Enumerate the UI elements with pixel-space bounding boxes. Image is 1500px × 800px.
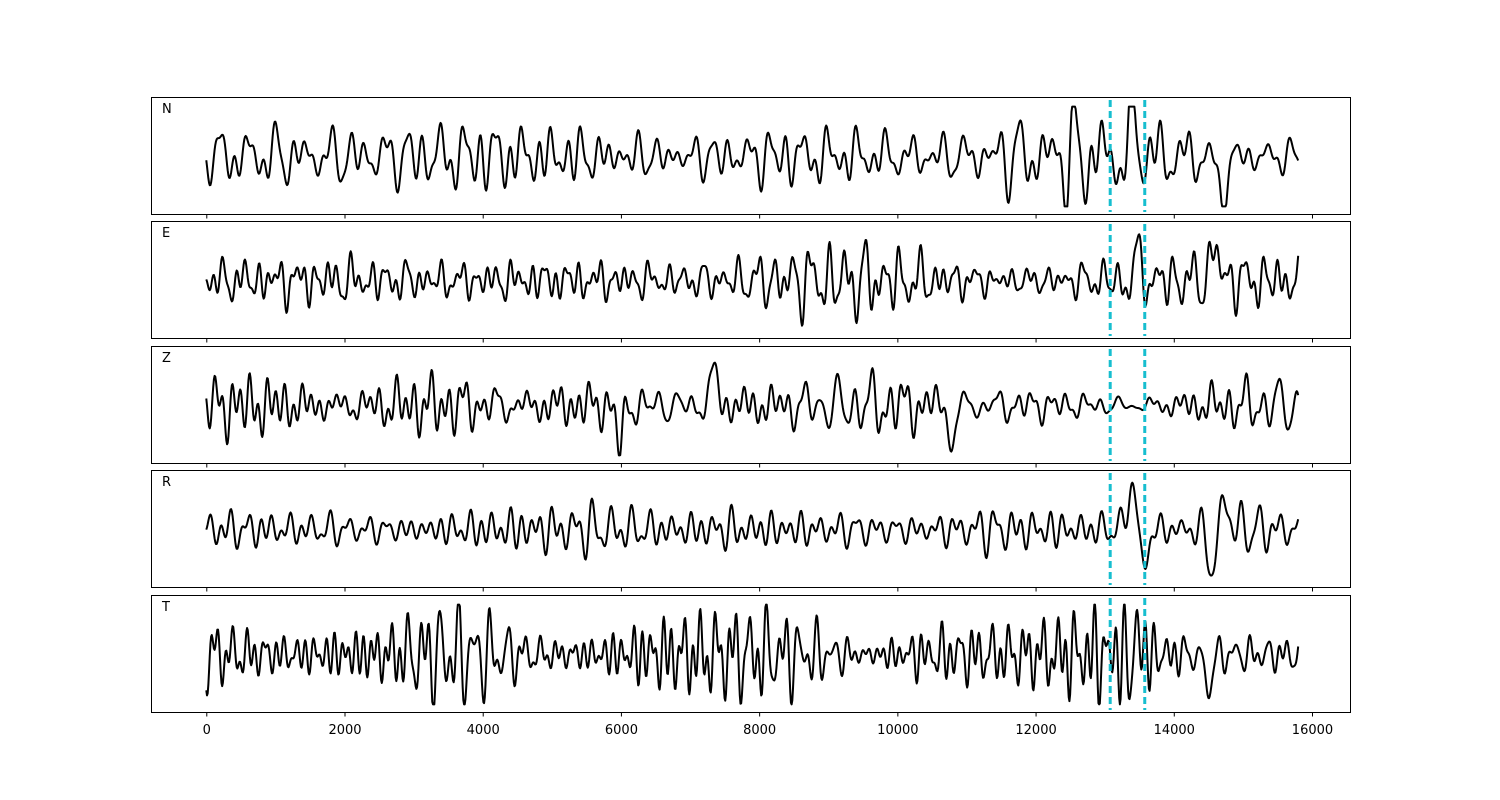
x-tick-label: 8000 bbox=[743, 723, 776, 738]
waveform-trace bbox=[205, 233, 1300, 327]
panel-frame bbox=[151, 470, 1351, 588]
waveform-trace bbox=[205, 361, 1300, 457]
x-tick-label: 4000 bbox=[467, 723, 500, 738]
x-tick-label: 12000 bbox=[1015, 723, 1056, 738]
panel-label: N bbox=[162, 102, 172, 117]
x-tick-label: 10000 bbox=[877, 723, 918, 738]
x-axis: 0 2000 4000 6000 8000 10000 12000 14000 16000 bbox=[203, 723, 1334, 738]
panel-frame bbox=[151, 595, 1351, 713]
panel-label: T bbox=[161, 600, 170, 615]
panel-n: N bbox=[151, 97, 1351, 219]
x-tick-label: 2000 bbox=[328, 723, 361, 738]
panel-label: Z bbox=[162, 351, 171, 366]
x-tick-label: 16000 bbox=[1292, 723, 1333, 738]
x-tick-label: 14000 bbox=[1154, 723, 1195, 738]
waveform-panels: N E Z R T bbox=[151, 97, 1351, 717]
panel-e: E bbox=[151, 221, 1351, 343]
waveform-trace bbox=[205, 603, 1300, 706]
panel-label: E bbox=[162, 226, 170, 241]
panel-frame bbox=[151, 221, 1351, 339]
waveform-trace bbox=[205, 481, 1300, 577]
panel-label: R bbox=[162, 475, 171, 490]
waveform-trace bbox=[205, 105, 1300, 208]
panel-t: T bbox=[151, 595, 1351, 717]
panel-r: R bbox=[151, 470, 1351, 592]
panel-z: Z bbox=[151, 346, 1351, 468]
x-tick-label: 6000 bbox=[605, 723, 638, 738]
panel-frame bbox=[151, 97, 1351, 215]
x-tick-label: 0 bbox=[203, 723, 211, 738]
panel-frame bbox=[151, 346, 1351, 464]
